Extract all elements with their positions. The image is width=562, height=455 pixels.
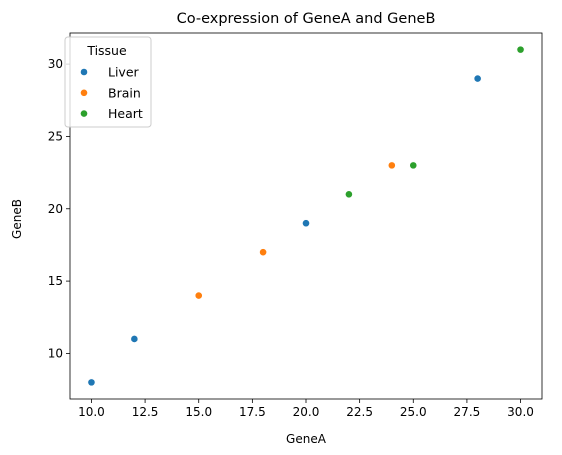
chart-title: Co-expression of GeneA and GeneB (177, 11, 436, 27)
series-heart (345, 45, 525, 199)
data-point-liver (473, 74, 482, 83)
x-tick-label: 27.5 (454, 405, 481, 419)
legend-label-heart: Heart (108, 106, 143, 121)
x-axis-label: GeneA (286, 432, 327, 446)
data-point-brain (194, 291, 203, 300)
data-point-liver (302, 219, 310, 228)
x-tick-label: 15.0 (185, 405, 212, 419)
y-tick-label: 15 (48, 274, 63, 288)
legend-box (64, 36, 152, 128)
y-axis: 10 15 20 25 30 (48, 57, 70, 360)
data-point-heart (516, 45, 525, 54)
x-tick-label: 20.0 (293, 405, 320, 419)
y-tick-label: 20 (48, 202, 63, 216)
y-axis-label: GeneB (10, 199, 24, 239)
data-point-heart (345, 190, 353, 199)
x-tick-label: 10.0 (78, 405, 105, 419)
data-points (87, 45, 525, 387)
data-point-heart (409, 161, 418, 170)
legend-items: Liver Brain Heart (80, 65, 143, 121)
legend-label-liver: Liver (108, 65, 140, 80)
legend-label-brain: Brain (108, 85, 141, 100)
data-point-liver (130, 335, 139, 343)
x-tick-label: 12.5 (132, 405, 159, 419)
x-axis: 10.0 12.5 15.0 17.5 20.0 22.5 25.0 27.5 30.0 (78, 399, 534, 419)
x-tick-label: 22.5 (346, 405, 373, 419)
legend-marker-brain (80, 88, 88, 97)
legend: Tissue Liver Brain Heart (64, 36, 152, 128)
x-tick-label: 30.0 (507, 405, 534, 419)
series-liver (87, 74, 482, 387)
legend-marker-heart (80, 109, 88, 118)
y-tick-label: 25 (48, 129, 63, 143)
y-tick-label: 30 (48, 57, 63, 71)
y-tick-label: 10 (48, 346, 63, 360)
x-tick-label: 25.0 (400, 405, 427, 419)
x-tick-label: 17.5 (239, 405, 266, 419)
series-brain (194, 161, 396, 300)
legend-title: Tissue (86, 43, 127, 58)
legend-marker-liver (80, 68, 88, 76)
data-point-brain (387, 161, 396, 170)
data-point-liver (87, 378, 96, 387)
data-point-brain (259, 248, 267, 257)
